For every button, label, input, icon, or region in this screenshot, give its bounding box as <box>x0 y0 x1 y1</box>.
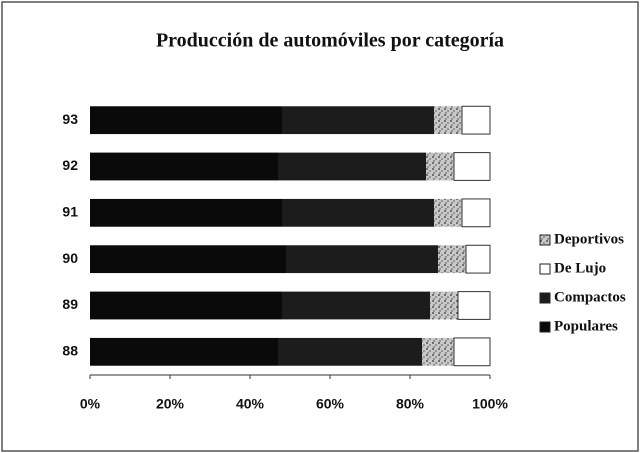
x-tick-label: 0% <box>80 396 101 412</box>
legend-label: Deportivos <box>554 231 624 247</box>
bar-segment <box>453 337 491 367</box>
chart-title: Producción de automóviles por categoría <box>156 30 504 52</box>
bar-segment <box>286 245 438 274</box>
x-tick-label: 80% <box>396 396 425 412</box>
bar-segment <box>434 198 462 227</box>
bar-segment <box>426 152 454 181</box>
x-tick-label: 100% <box>472 396 508 412</box>
bar-segment <box>90 198 282 227</box>
legend-swatch <box>539 292 551 304</box>
bar-segment <box>90 152 278 181</box>
bar-segment <box>278 337 422 366</box>
legend-label: De Lujo <box>554 260 606 276</box>
bar-segment <box>457 291 491 320</box>
x-tick-label: 60% <box>316 396 345 412</box>
legend-label: Populares <box>554 318 618 334</box>
bar-segment <box>90 337 278 366</box>
legend-swatch <box>539 263 551 275</box>
y-tick-label: 89 <box>62 296 78 312</box>
y-tick-label: 92 <box>62 157 78 173</box>
bar-segment <box>90 245 286 274</box>
y-tick-label: 93 <box>62 111 78 127</box>
bar-segment <box>90 106 282 135</box>
legend-swatch <box>539 321 551 333</box>
bar-segment <box>461 198 491 228</box>
y-tick-label: 90 <box>62 250 78 266</box>
bar-segment <box>282 291 430 320</box>
x-tick-label: 40% <box>236 396 265 412</box>
bar-segment <box>278 152 426 181</box>
bar-segment <box>422 337 454 366</box>
legend-swatch <box>539 234 551 246</box>
bar-segment <box>438 245 466 274</box>
y-tick-label: 91 <box>62 204 78 220</box>
bar-segment <box>282 106 434 135</box>
bar-segment <box>430 291 458 320</box>
x-tick-label: 20% <box>156 396 185 412</box>
bar-segment <box>453 152 491 181</box>
bar-segment <box>461 105 491 135</box>
bar-segment <box>282 198 434 227</box>
y-tick-label: 88 <box>62 343 78 359</box>
bar-segment <box>434 106 462 135</box>
bar-segment <box>90 291 282 320</box>
bar-segment <box>465 244 491 274</box>
legend-label: Compactos <box>554 289 626 305</box>
